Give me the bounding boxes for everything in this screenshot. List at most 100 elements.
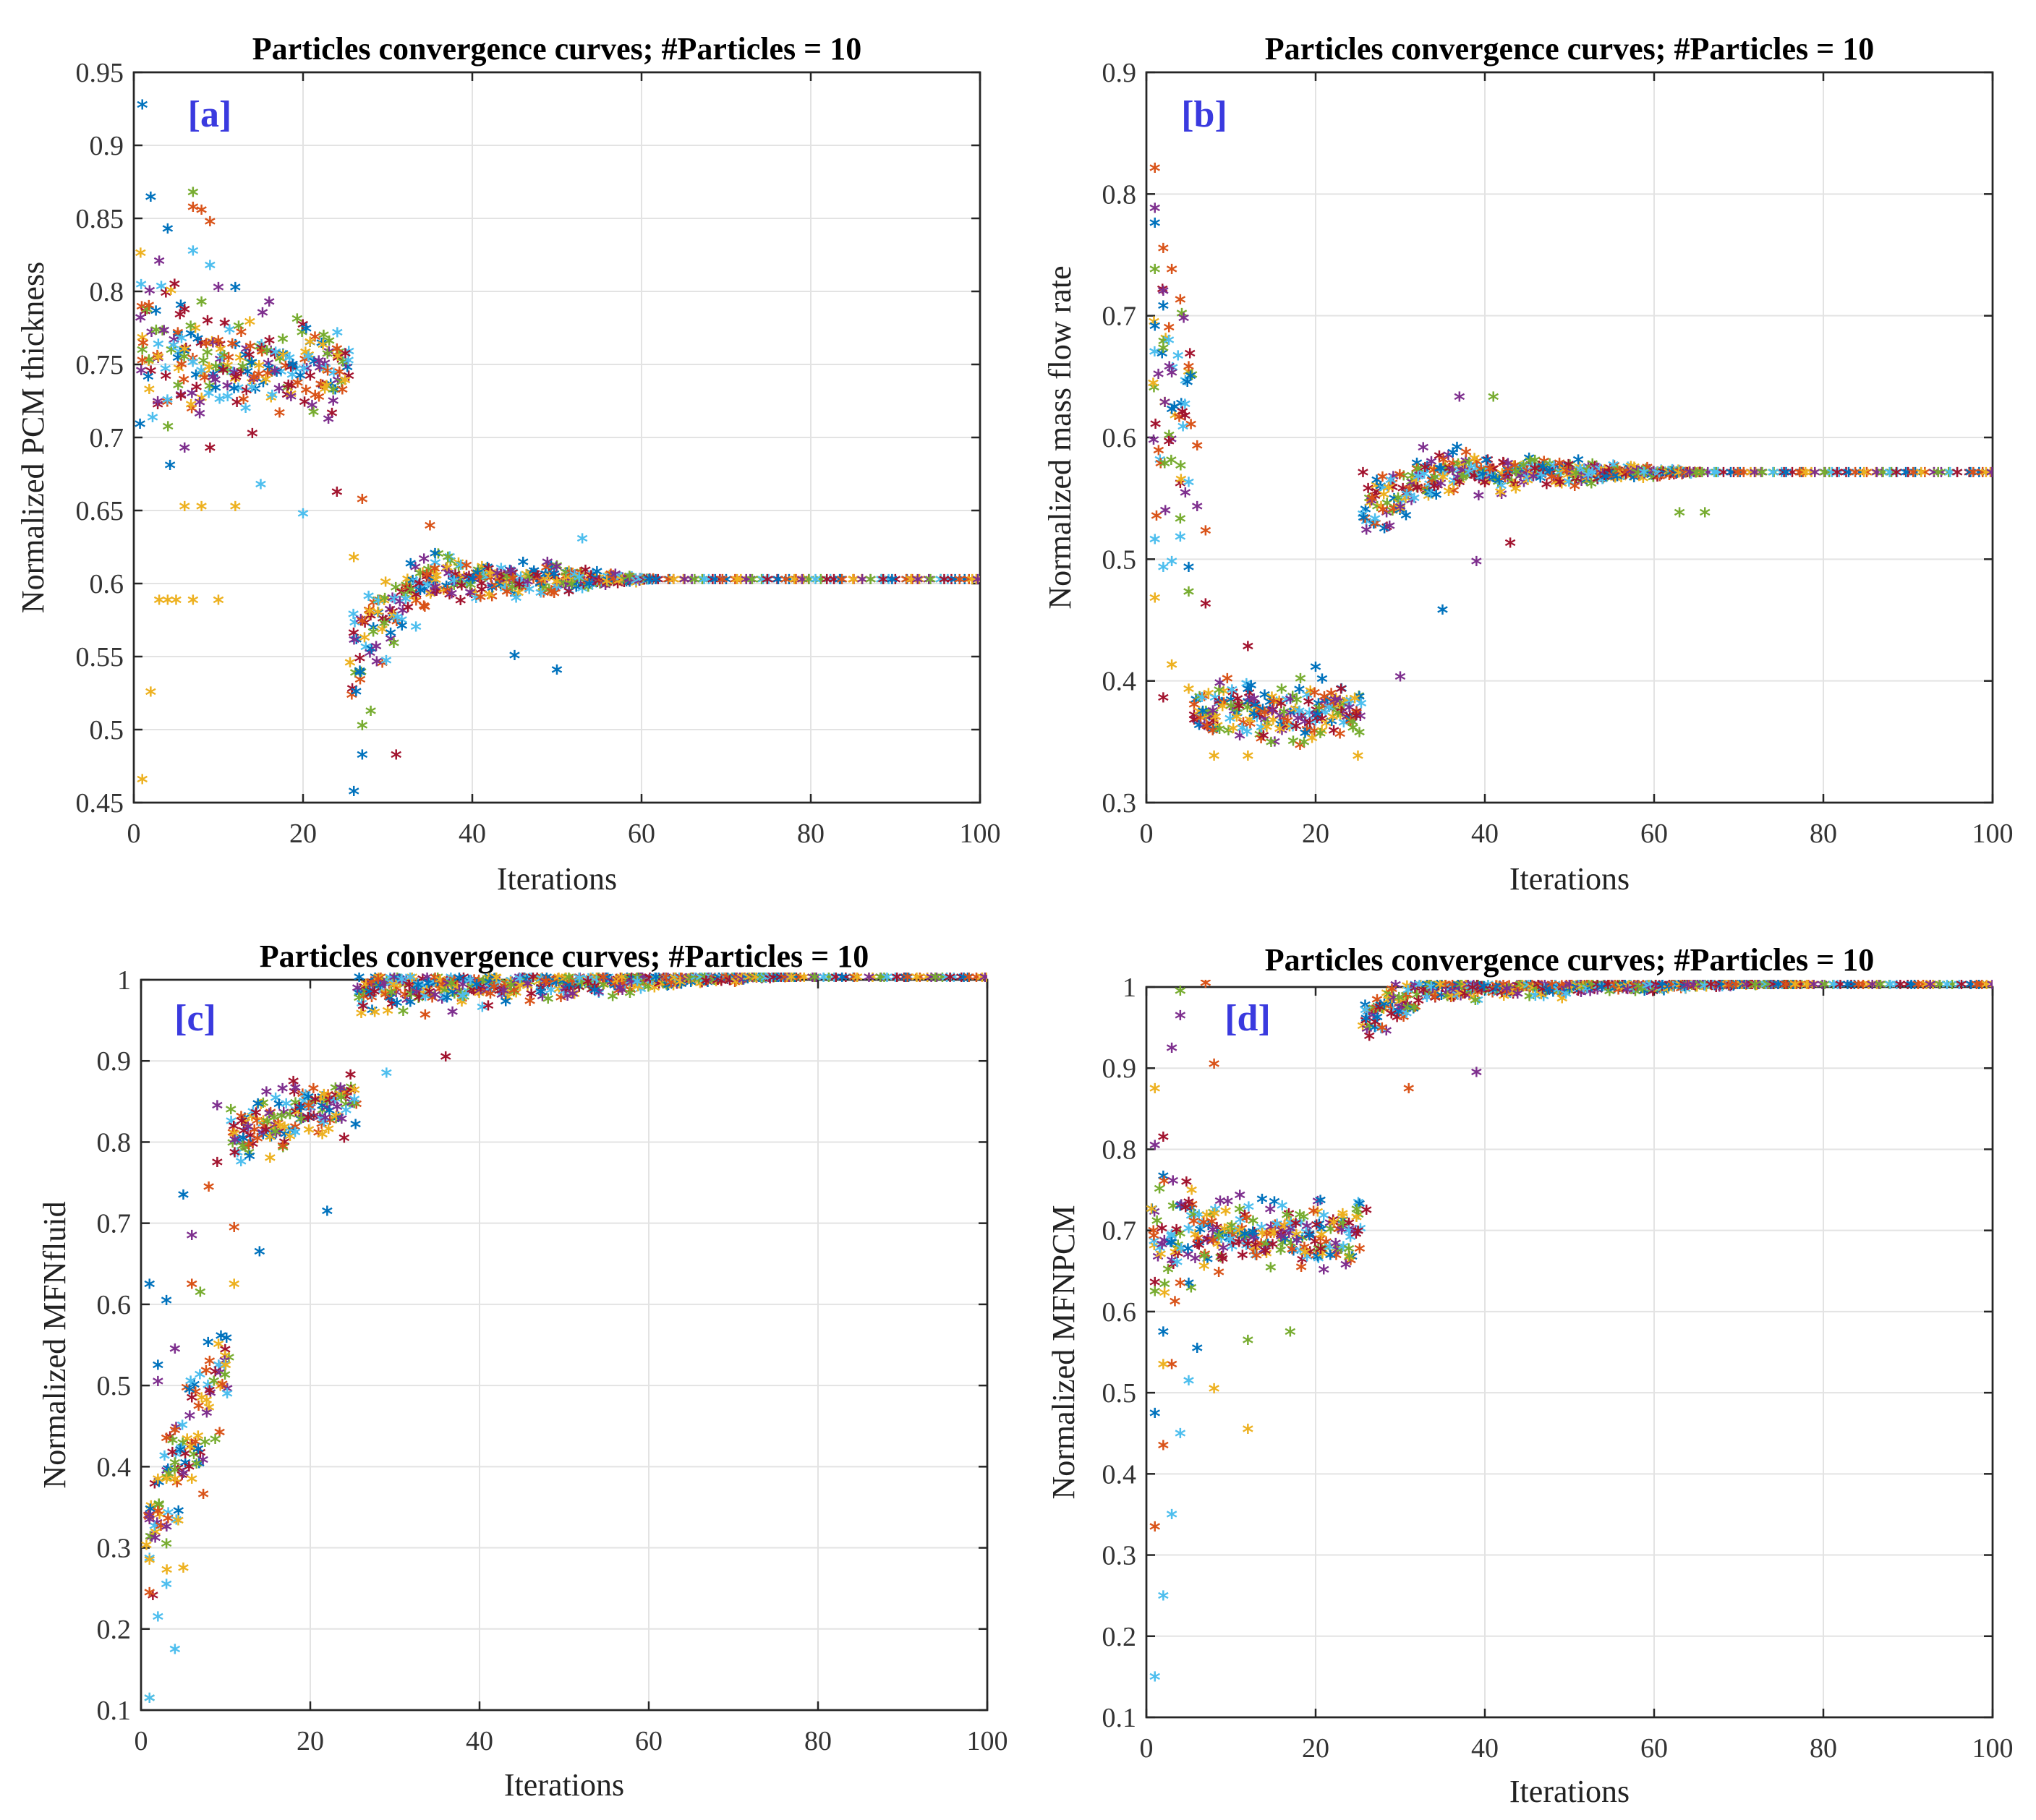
- scatter-point: *: [828, 571, 840, 597]
- scatter-point: *: [188, 1445, 200, 1471]
- scatter-point: *: [1299, 713, 1311, 738]
- scatter-point: *: [1241, 723, 1253, 748]
- x-tick-label: 100: [1972, 819, 2014, 849]
- scatter-point: *: [1779, 976, 1790, 1001]
- scatter-point: *: [1751, 976, 1763, 1001]
- scatter-point: *: [278, 1134, 290, 1159]
- scatter-point: *: [664, 973, 676, 999]
- scatter-point: *: [1563, 456, 1575, 481]
- scatter-point: *: [1175, 1196, 1187, 1221]
- scatter-point: *: [1574, 458, 1585, 484]
- scatter-point: *: [1758, 976, 1769, 1001]
- scatter-point: *: [1351, 706, 1363, 732]
- scatter-point: *: [886, 571, 898, 597]
- series-point: *: [1175, 1007, 1186, 1032]
- scatter-point: *: [1749, 976, 1760, 1001]
- scatter-point: *: [1279, 1218, 1290, 1243]
- scatter-point: *: [1407, 1000, 1419, 1025]
- scatter-point: *: [701, 970, 712, 995]
- scatter-point: *: [739, 969, 751, 994]
- scatter-point: *: [1402, 996, 1413, 1021]
- scatter-point: *: [544, 973, 555, 999]
- scatter-point: *: [1393, 1003, 1405, 1028]
- scatter-point: *: [1185, 367, 1196, 393]
- series-point: *: [425, 517, 436, 542]
- scatter-point: *: [488, 978, 500, 1004]
- scatter-point: *: [520, 579, 532, 604]
- scatter-point: *: [399, 986, 411, 1012]
- scatter-point: *: [1447, 976, 1458, 1001]
- scatter-point: *: [1789, 976, 1800, 1001]
- scatter-point: *: [1397, 999, 1408, 1024]
- scatter-point: *: [349, 1090, 360, 1116]
- scatter-point: *: [328, 381, 339, 406]
- scatter-point: *: [1624, 976, 1635, 1001]
- scatter-point: *: [1675, 976, 1687, 1001]
- scatter-point: *: [199, 369, 210, 394]
- x-axis-label: Iterations: [504, 1767, 624, 1803]
- scatter-point: *: [264, 332, 276, 357]
- scatter-point: *: [602, 571, 613, 597]
- scatter-point: *: [703, 571, 715, 597]
- scatter-point: *: [271, 1124, 282, 1150]
- x-tick-label: 100: [1972, 1733, 2014, 1764]
- scatter-point: *: [1565, 976, 1577, 1001]
- scatter-point: *: [718, 969, 730, 994]
- scatter-point: *: [1507, 983, 1519, 1009]
- scatter-point: *: [602, 969, 614, 994]
- scatter-point: *: [1159, 455, 1170, 480]
- scatter-point: *: [1465, 978, 1477, 1003]
- scatter-point: *: [1725, 463, 1737, 489]
- scatter-point: *: [494, 982, 506, 1007]
- scatter-point: *: [1404, 480, 1415, 505]
- scatter-point: *: [1423, 976, 1435, 1001]
- scatter-point: *: [354, 969, 365, 994]
- scatter-point: *: [1381, 504, 1392, 529]
- scatter-point: *: [1336, 699, 1347, 725]
- scatter-point: *: [631, 574, 642, 599]
- scatter-point: *: [1256, 730, 1267, 756]
- scatter-point: *: [535, 983, 547, 1008]
- scatter-point: *: [351, 1095, 362, 1121]
- scatter-point: *: [976, 969, 988, 994]
- scatter-point: *: [1333, 1221, 1345, 1246]
- scatter-point: *: [647, 571, 658, 597]
- scatter-point: *: [1438, 451, 1449, 477]
- scatter-point: *: [1462, 976, 1474, 1001]
- scatter-point: *: [411, 982, 422, 1007]
- scatter-point: *: [1570, 464, 1582, 490]
- scatter-point: *: [830, 969, 842, 994]
- scatter-point: *: [701, 972, 712, 997]
- scatter-point: *: [1175, 474, 1186, 500]
- scatter-point: *: [621, 571, 633, 596]
- scatter-point: *: [152, 393, 163, 418]
- scatter-point: *: [292, 374, 304, 399]
- scatter-point: *: [406, 986, 417, 1011]
- scatter-point: *: [1621, 980, 1632, 1005]
- scatter-point: *: [385, 989, 396, 1014]
- scatter-point: *: [332, 347, 344, 372]
- scatter-point: *: [343, 343, 354, 368]
- scatter-point: *: [421, 982, 433, 1007]
- scatter-point: *: [694, 969, 706, 994]
- scatter-point: *: [1398, 467, 1410, 492]
- scatter-point: *: [1435, 475, 1447, 500]
- scatter-point: *: [1414, 976, 1426, 1001]
- scatter-point: *: [1546, 468, 1558, 493]
- scatter-point: *: [354, 671, 366, 696]
- scatter-point: *: [256, 343, 268, 369]
- scatter-point: *: [1258, 727, 1269, 752]
- scatter-point: *: [823, 969, 835, 994]
- scatter-point: *: [247, 1135, 259, 1161]
- scatter-point: *: [734, 969, 746, 994]
- scatter-point: *: [1243, 1198, 1254, 1223]
- scatter-point: *: [516, 574, 527, 599]
- scatter-point: *: [200, 1434, 211, 1459]
- scatter-point: *: [481, 568, 493, 594]
- scatter-point: *: [597, 969, 609, 994]
- scatter-point: *: [290, 1101, 302, 1127]
- scatter-point: *: [1370, 1014, 1381, 1039]
- scatter-point: *: [1826, 463, 1838, 489]
- scatter-point: *: [544, 568, 555, 593]
